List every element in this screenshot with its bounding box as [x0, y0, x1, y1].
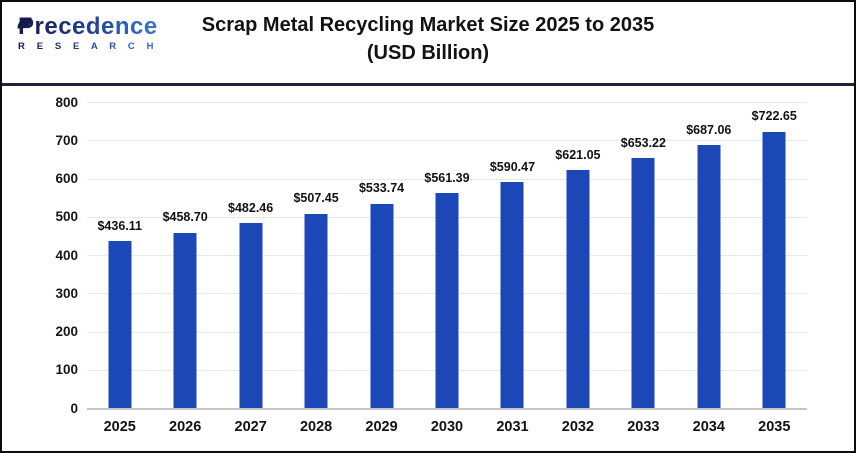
brand-name: Precedence: [17, 13, 158, 40]
y-axis-tick-label: 300: [55, 285, 78, 301]
bar-column-2031: $590.47: [480, 102, 545, 408]
x-axis: 2025 2026 2027 2028 2029 2030 2031 2032 2033 2034…: [87, 419, 807, 435]
bar-column-2030: $561.39: [414, 102, 479, 408]
x-axis-tick-label: 2032: [561, 419, 595, 435]
y-axis-tick-label: 700: [55, 132, 78, 148]
y-axis-tick-label: 500: [55, 209, 78, 224]
brand-name-text: Precedence: [18, 13, 158, 40]
bar-value-label: $621.05: [555, 147, 601, 162]
bar-2035: [762, 131, 786, 408]
brand-subtitle: R E S E A R C H: [18, 41, 159, 52]
bar-2029: [370, 203, 394, 408]
header: Precedence R E S E A R C H Scrap Metal R…: [2, 2, 854, 86]
page-title-line2: (USD Billion): [366, 42, 490, 64]
bar-column-2035: $722.65: [742, 102, 807, 408]
y-axis-tick-label: 100: [55, 362, 78, 377]
y-axis-tick-label: 400: [55, 247, 78, 263]
bar-column-2029: $533.74: [349, 102, 414, 408]
bar-value-label: $561.39: [424, 170, 470, 185]
bar-value-label: $458.70: [162, 210, 208, 225]
bar-2026: [173, 232, 197, 408]
bar-2030: [435, 193, 459, 408]
bar-column-2026: $458.70: [152, 102, 217, 408]
leaf-icon: [17, 10, 32, 34]
bar-column-2025: $436.11: [87, 102, 152, 408]
bar-column-2034: $687.06: [676, 102, 741, 408]
bar-value-label: $653.22: [620, 135, 666, 150]
brand-logo: Precedence R E S E A R C H: [17, 13, 159, 52]
bar-value-label: $507.45: [293, 191, 339, 206]
bar-column-2028: $507.45: [283, 102, 348, 408]
bar-2033: [631, 158, 655, 408]
page-title-line1: Scrap Metal Recycling Market Size 2025 t…: [201, 14, 655, 36]
x-axis-tick-label: 2025: [103, 419, 136, 435]
gridline: [87, 140, 807, 142]
bar-2025: [108, 241, 132, 408]
gridline: [87, 178, 807, 180]
bar-value-label: $722.65: [751, 109, 797, 124]
x-axis-tick-label: 2031: [496, 419, 529, 435]
x-axis-tick-label: 2034: [692, 419, 725, 435]
bar-value-label: $590.47: [489, 159, 536, 174]
x-axis-tick-label: 2027: [234, 419, 267, 435]
bar-value-label: $436.11: [97, 218, 142, 233]
page-title: Scrap Metal Recycling Market Size 2025 t…: [202, 11, 654, 67]
y-axis-tick-label: 600: [55, 170, 78, 186]
bar-2034: [697, 145, 721, 408]
y-axis-tick-label: 200: [55, 323, 78, 339]
bar-2032: [566, 170, 590, 408]
bar-2028: [304, 213, 328, 408]
x-axis-tick-label: 2028: [299, 419, 333, 435]
y-axis: 0 100 200 300 400 500 600 700 800: [24, 95, 78, 414]
y-axis-tick-label: 800: [55, 94, 78, 110]
bar-value-label: $482.46: [228, 200, 274, 215]
x-axis-tick-label: 2033: [627, 419, 660, 435]
bar-value-label: $533.74: [358, 181, 405, 196]
bar-2031: [500, 182, 524, 408]
x-axis-tick-label: 2030: [430, 419, 464, 435]
gridline: [87, 102, 807, 103]
bar-series: $436.11 $458.70 $482.46 $507.45 $533.74 $561.…: [87, 102, 807, 408]
bar-column-2032: $621.05: [545, 102, 610, 408]
y-axis-tick-label: 0: [70, 400, 78, 416]
x-axis-tick-label: 2029: [365, 419, 398, 435]
bar-value-label: $687.06: [686, 122, 732, 137]
x-axis-tick-label: 2026: [169, 419, 202, 435]
x-axis-tick-label: 2035: [758, 419, 791, 435]
bar-2027: [239, 223, 263, 408]
bar-column-2027: $482.46: [218, 102, 283, 408]
bar-column-2033: $653.22: [611, 102, 676, 408]
